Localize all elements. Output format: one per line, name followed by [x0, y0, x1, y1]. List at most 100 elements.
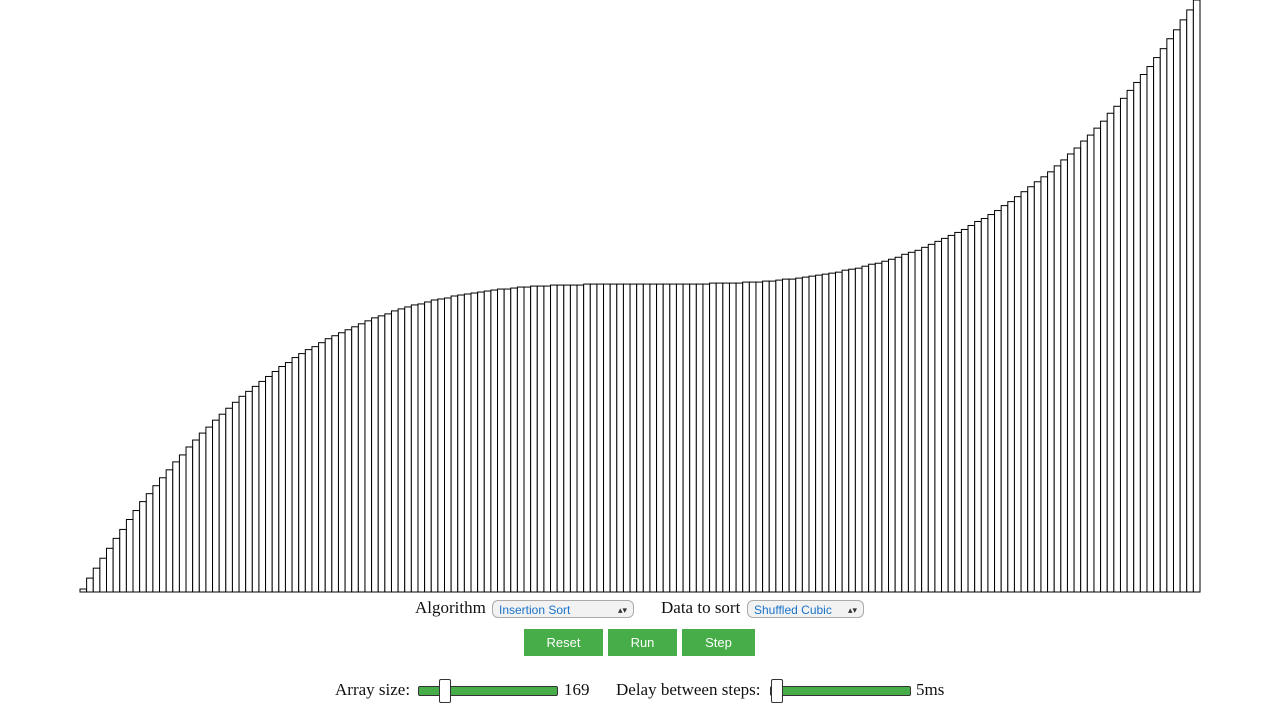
- array-bar: [742, 281, 750, 593]
- array-bar: [397, 308, 406, 593]
- array-bar: [523, 286, 532, 593]
- delay-slider[interactable]: [770, 686, 911, 696]
- array-bar: [198, 432, 207, 593]
- array-bar: [1106, 112, 1115, 593]
- step-button[interactable]: Step: [682, 629, 755, 656]
- data-label: Data to sort: [661, 598, 741, 617]
- array-bar: [212, 419, 220, 593]
- array-bar: [298, 353, 306, 593]
- array-bar: [907, 251, 916, 593]
- array-bar: [1192, 0, 1201, 593]
- slider-thumb[interactable]: [439, 679, 451, 703]
- array-bar: [569, 284, 578, 593]
- array-bar: [1126, 89, 1135, 593]
- array-bar: [265, 375, 273, 593]
- array-bar: [941, 237, 949, 593]
- array-bar: [503, 288, 512, 593]
- array-bar: [430, 299, 439, 593]
- array-bar: [337, 332, 346, 593]
- array-bar: [1047, 171, 1055, 593]
- array-bar: [271, 370, 280, 593]
- array-bar: [596, 283, 605, 593]
- array-bar: [1119, 97, 1128, 593]
- array-bar: [1013, 196, 1022, 593]
- array-bar: [251, 385, 260, 593]
- delay-label: Delay between steps:: [616, 680, 761, 699]
- array-bar: [258, 380, 267, 593]
- data-value: Shuffled Cubic: [754, 603, 832, 617]
- algorithm-label: Algorithm: [415, 598, 486, 617]
- reset-button[interactable]: Reset: [524, 629, 603, 656]
- array-bar: [768, 280, 777, 593]
- array-bar: [994, 210, 1002, 593]
- array-bar: [450, 295, 459, 593]
- array-bar: [967, 224, 976, 593]
- array-bar: [112, 537, 121, 593]
- array-bar: [218, 413, 227, 593]
- array-bar: [576, 284, 585, 593]
- array-bar: [735, 282, 744, 593]
- array-bar: [874, 262, 883, 593]
- array-bar: [159, 477, 167, 593]
- delay-value: 5ms: [916, 680, 945, 699]
- array-bar: [848, 268, 856, 593]
- array-bar: [152, 485, 161, 593]
- array-bar: [589, 283, 598, 593]
- array-bar: [125, 518, 134, 593]
- array-bar: [1027, 186, 1035, 593]
- data-select[interactable]: Shuffled Cubic ▴▾: [747, 600, 864, 618]
- array-bar: [815, 274, 823, 593]
- array-bar: [550, 284, 558, 593]
- array-bar: [410, 304, 419, 593]
- array-bar: [185, 446, 194, 593]
- array-bar: [1000, 205, 1009, 593]
- array-bar: [1166, 38, 1174, 593]
- array-bar: [543, 285, 552, 593]
- array-bar: [987, 214, 996, 593]
- array-bar: [1133, 81, 1141, 593]
- array-bar: [947, 234, 956, 593]
- array-bar: [1153, 57, 1161, 593]
- array-bar: [921, 246, 929, 593]
- select-arrow: ▴▾: [847, 605, 857, 615]
- array-bar: [231, 401, 240, 593]
- array-bar: [1086, 134, 1095, 593]
- array-bar: [1179, 19, 1188, 593]
- array-bar: [477, 291, 485, 593]
- array-bar: [424, 301, 432, 593]
- array-bar: [311, 346, 320, 593]
- select-arrow: ▴▾: [617, 605, 627, 615]
- array-bar: [868, 263, 876, 593]
- array-bar: [960, 228, 969, 593]
- array-bar: [1040, 176, 1049, 593]
- array-bar: [894, 256, 903, 593]
- array-bar: [139, 501, 147, 593]
- array-bar: [901, 253, 909, 593]
- array-bar: [86, 577, 94, 593]
- array-bar: [1080, 140, 1088, 593]
- array-bar: [801, 276, 810, 593]
- algorithm-select[interactable]: Insertion Sort ▴▾: [492, 600, 634, 618]
- array-bar: [106, 547, 114, 593]
- array-bar: [99, 557, 108, 593]
- array-bar: [497, 288, 505, 593]
- array-size-slider[interactable]: [418, 686, 558, 696]
- array-bar: [728, 282, 737, 593]
- array-bar: [662, 283, 671, 593]
- array-bar: [1186, 9, 1194, 593]
- slider-thumb[interactable]: [771, 679, 783, 703]
- array-bar: [682, 283, 691, 593]
- array-bar: [245, 390, 253, 593]
- array-bar: [722, 282, 730, 593]
- array-bar: [781, 278, 790, 593]
- run-button[interactable]: Run: [608, 629, 677, 656]
- array-bar: [1159, 48, 1168, 593]
- array-bar: [675, 283, 684, 593]
- array-bar: [927, 243, 936, 593]
- array-bar: [377, 315, 386, 593]
- array-bar: [483, 290, 492, 593]
- array-bar: [351, 326, 359, 593]
- array-bar: [238, 395, 247, 593]
- array-bar: [172, 461, 180, 593]
